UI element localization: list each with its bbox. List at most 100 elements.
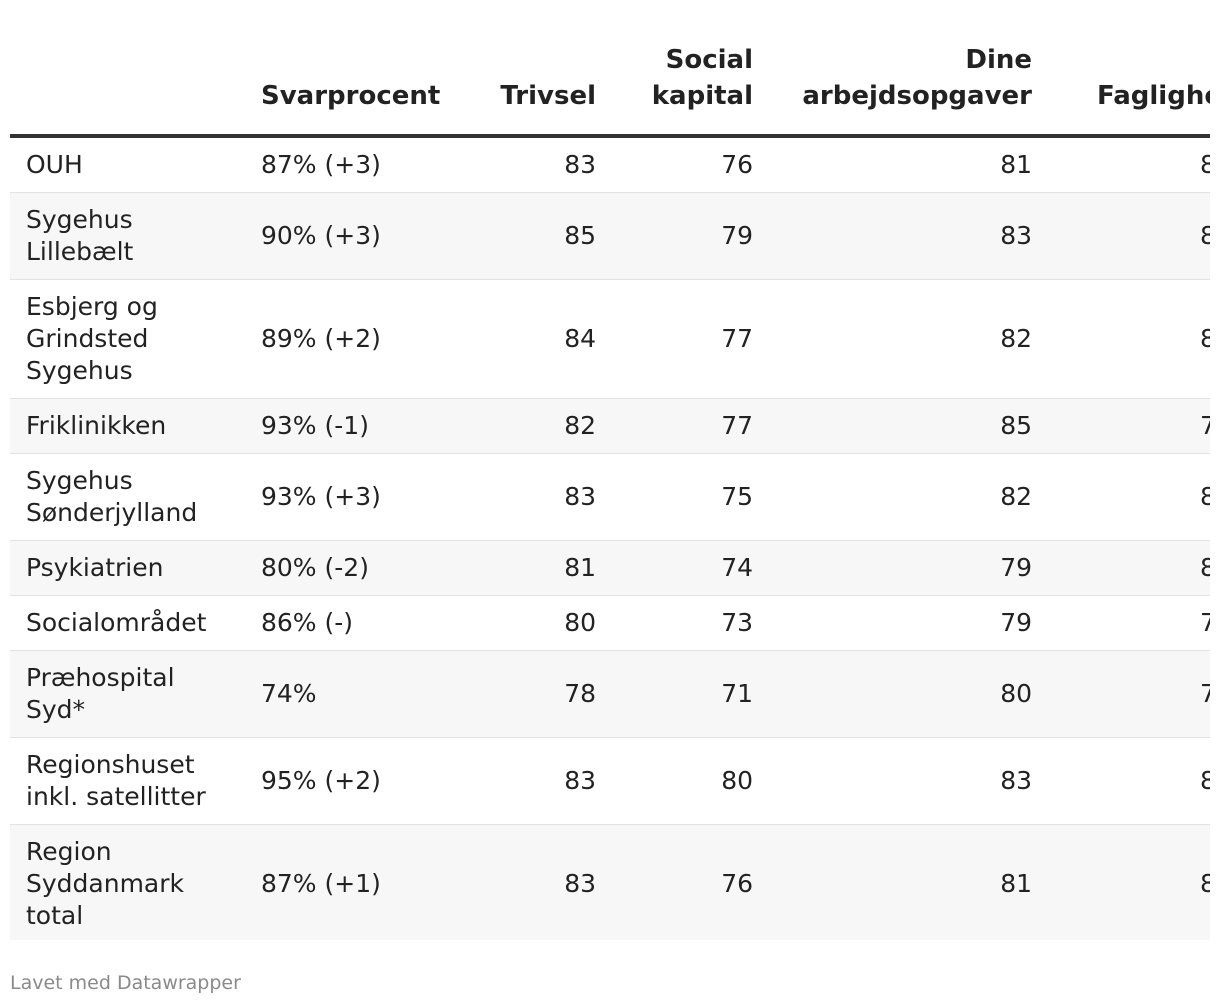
cell: 75	[596, 453, 753, 541]
cell: 86% (-)	[250, 595, 470, 651]
cell: 84	[470, 279, 596, 399]
cell: 74%	[250, 650, 470, 738]
cell-text: 86% (-)	[261, 608, 354, 637]
cell-text: 84	[564, 324, 596, 353]
cell: 76	[596, 824, 753, 940]
cell-text: 80	[721, 766, 753, 795]
header-cell: Svarprocent	[250, 42, 470, 138]
cell-text: 95% (+2)	[261, 766, 381, 795]
cell: 8	[1032, 540, 1210, 596]
cell: 93% (+3)	[250, 453, 470, 541]
cell: 8	[1032, 192, 1210, 280]
cell: 83	[470, 453, 596, 541]
row-label: Region Syddanmark total	[10, 824, 250, 940]
header-label: Svarprocent	[261, 81, 441, 111]
cell-text: 7	[1200, 411, 1210, 440]
table-row: Socialområdet 86% (-) 80 73 79 7	[10, 595, 1210, 651]
cell-text: 8	[1200, 766, 1210, 795]
cell: 95% (+2)	[250, 737, 470, 825]
cell-text: 74	[721, 553, 753, 582]
cell-text: 80	[1000, 679, 1032, 708]
cell: 85	[753, 398, 1032, 454]
cell: 79	[596, 192, 753, 280]
cell: 83	[470, 737, 596, 825]
cell: 80	[596, 737, 753, 825]
cell-text: 83	[564, 150, 596, 179]
cell-text: 8	[1200, 553, 1210, 582]
cell-text: Esbjerg og Grindsted Sygehus	[26, 292, 158, 385]
header-cell: Dine arbejdsopgaver	[753, 42, 1032, 138]
cell: 74	[596, 540, 753, 596]
table-container: Svarprocent Trivsel Social kapital Dine arb…	[10, 0, 1210, 940]
cell-text: 83	[564, 869, 596, 898]
row-label: Præhospital Syd*	[10, 650, 250, 738]
cell-text: 79	[1000, 553, 1032, 582]
cell: 8	[1032, 279, 1210, 399]
cell-text: 82	[564, 411, 596, 440]
cell-text: Friklinikken	[26, 411, 167, 440]
cell-text: Præhospital Syd*	[26, 663, 175, 724]
cell: 73	[596, 595, 753, 651]
header-row: Svarprocent Trivsel Social kapital Dine arb…	[10, 42, 1210, 138]
cell: 77	[596, 398, 753, 454]
header-cell: Trivsel	[470, 42, 596, 138]
cell-text: 76	[721, 150, 753, 179]
cell: 80	[470, 595, 596, 651]
cell: 7	[1032, 595, 1210, 651]
cell-text: 87% (+1)	[261, 869, 381, 898]
cell: 7	[1032, 398, 1210, 454]
cell: 80% (-2)	[250, 540, 470, 596]
cell: 82	[470, 398, 596, 454]
cell-text: Psykiatrien	[26, 553, 164, 582]
cell: 81	[470, 540, 596, 596]
cell-text: 7	[1200, 679, 1210, 708]
table-row: OUH 87% (+3) 83 76 81 8	[10, 136, 1210, 193]
cell-text: 81	[1000, 869, 1032, 898]
table-row: Sygehus Lillebælt 90% (+3) 85 79 83 8	[10, 192, 1210, 280]
table-body: OUH 87% (+3) 83 76 81 8 Sygehus Lillebælt 90% (…	[10, 136, 1210, 940]
cell: 81	[753, 824, 1032, 940]
cell-text: 89% (+2)	[261, 324, 381, 353]
table-row: Psykiatrien 80% (-2) 81 74 79 8	[10, 540, 1210, 596]
cell-text: 74%	[261, 679, 317, 708]
cell-text: 77	[721, 324, 753, 353]
row-label: Sygehus Lillebælt	[10, 192, 250, 280]
cell-text: 80% (-2)	[261, 553, 369, 582]
cell-text: 8	[1200, 324, 1210, 353]
table-row: Regionshuset inkl. satellitter 95% (+2) 83…	[10, 737, 1210, 825]
cell: 83	[470, 136, 596, 193]
cell: 78	[470, 650, 596, 738]
cell-text: 76	[721, 869, 753, 898]
cell-text: 78	[564, 679, 596, 708]
cell: 87% (+1)	[250, 824, 470, 940]
cell-text: 90% (+3)	[261, 221, 381, 250]
cell-text: Regionshuset inkl. satellitter	[26, 750, 206, 811]
cell-text: 93% (-1)	[261, 411, 369, 440]
cell-text: 81	[1000, 150, 1032, 179]
cell-text: 81	[564, 553, 596, 582]
cell: 82	[753, 453, 1032, 541]
cell-text: 73	[721, 608, 753, 637]
cell: 76	[596, 136, 753, 193]
cell-text: 75	[721, 482, 753, 511]
header-cell: Social kapital	[596, 42, 753, 138]
cell-text: 82	[1000, 482, 1032, 511]
cell: 87% (+3)	[250, 136, 470, 193]
footer: Lavet med Datawrapper	[10, 972, 241, 994]
cell: 93% (-1)	[250, 398, 470, 454]
row-label: Socialområdet	[10, 595, 250, 651]
cell-text: 83	[564, 482, 596, 511]
cell-text: 83	[1000, 221, 1032, 250]
cell-text: OUH	[26, 150, 83, 179]
cell: 81	[753, 136, 1032, 193]
header-label: Dine arbejdsopgaver	[802, 45, 1032, 111]
cell: 83	[470, 824, 596, 940]
cell: 8	[1032, 824, 1210, 940]
cell: 8	[1032, 136, 1210, 193]
header-label: Faglighe	[1097, 81, 1210, 111]
cell-text: 85	[1000, 411, 1032, 440]
cell-text: 77	[721, 411, 753, 440]
table-row: Region Syddanmark total 87% (+1) 83 76 81 8	[10, 824, 1210, 940]
cell-text: 8	[1200, 869, 1210, 898]
